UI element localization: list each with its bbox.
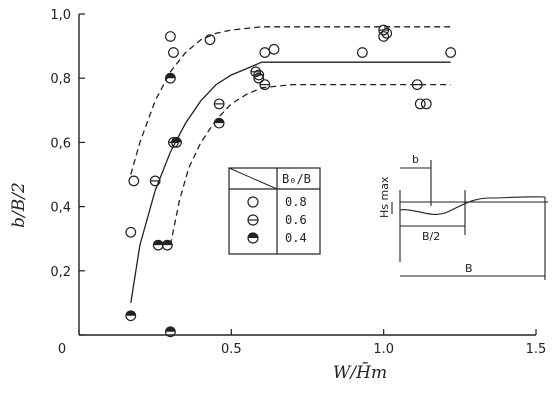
x-tick-label: 0 [58, 342, 66, 357]
data-point-0-4 [152, 239, 164, 251]
legend-label-0-4: 0.4 [285, 231, 307, 245]
data-point-0-8 [164, 31, 176, 42]
data-point-0-8 [125, 226, 137, 238]
data-point-0-8 [268, 43, 280, 55]
data-point-0-4 [164, 326, 176, 338]
legend-marker-0-8 [247, 196, 259, 208]
data-point-0-8 [414, 98, 426, 110]
legend-label-0-6: 0.6 [285, 213, 307, 227]
inset-label-half: B/2 [422, 230, 440, 243]
data-point-0-4 [161, 239, 173, 251]
data-point-0-6 [253, 69, 265, 81]
data-point-0-8 [253, 72, 265, 84]
y-tick-label: 0,8 [50, 72, 71, 87]
data-point-0-8 [168, 47, 179, 58]
channel-inset: b B/2 B Hs max [378, 153, 548, 280]
legend-header: B₀/B [282, 172, 311, 186]
data-point-0-8 [381, 27, 393, 39]
x-tick-label: 1.5 [526, 342, 547, 357]
y-axis-label: b/B/2 [9, 182, 29, 228]
inset-label-full: B [465, 262, 473, 275]
y-tick-label: 0,4 [50, 201, 71, 216]
y-tick-label: 1,0 [50, 8, 71, 23]
legend-corner-slash [228, 167, 278, 190]
inset-bed-profile [399, 196, 546, 215]
data-point-0-6 [259, 79, 271, 91]
data-point-0-6 [378, 24, 390, 36]
data-point-0-8 [420, 98, 432, 110]
legend: B₀/B 0.8 0.6 0.4 [228, 167, 321, 255]
data-point-0-4 [213, 117, 225, 129]
data-point-0-8 [204, 34, 216, 46]
legend-label-0-8: 0.8 [285, 195, 307, 209]
data-point-0-6 [213, 98, 225, 110]
data-point-0-4 [171, 136, 182, 148]
x-axis-label: W/H̄m [333, 361, 387, 383]
legend-marker-0-6 [247, 214, 259, 226]
data-point-0-4 [125, 310, 137, 322]
y-tick-label: 0,6 [50, 136, 71, 151]
data-point-0-8 [128, 175, 140, 187]
data-points [125, 24, 457, 338]
data-point-0-8 [356, 47, 368, 58]
x-tick-label: 1.0 [373, 342, 394, 357]
axes: 0 0.5 1.0 1.5 0,2 0,4 0,6 0,8 1,0 [50, 8, 546, 357]
legend-marker-0-4 [247, 232, 259, 244]
legend-rows: 0.8 0.6 0.4 [247, 195, 307, 245]
fit-curve-1 [130, 26, 451, 175]
fit-curves [130, 26, 451, 304]
x-tick-label: 0.5 [221, 342, 242, 357]
inset-label-depth: Hs max [378, 176, 391, 218]
data-point-0-8 [445, 47, 457, 58]
data-point-0-8 [259, 47, 271, 58]
fit-curve-2 [130, 61, 451, 304]
data-point-0-4 [164, 72, 176, 84]
y-tick-label: 0,2 [50, 265, 71, 280]
data-point-0-6 [411, 79, 423, 91]
data-point-0-8 [378, 31, 390, 42]
data-point-0-6 [149, 175, 161, 187]
legend-frame [228, 167, 321, 255]
inset-label-b: b [412, 153, 419, 166]
fit-curve-3 [169, 83, 451, 246]
